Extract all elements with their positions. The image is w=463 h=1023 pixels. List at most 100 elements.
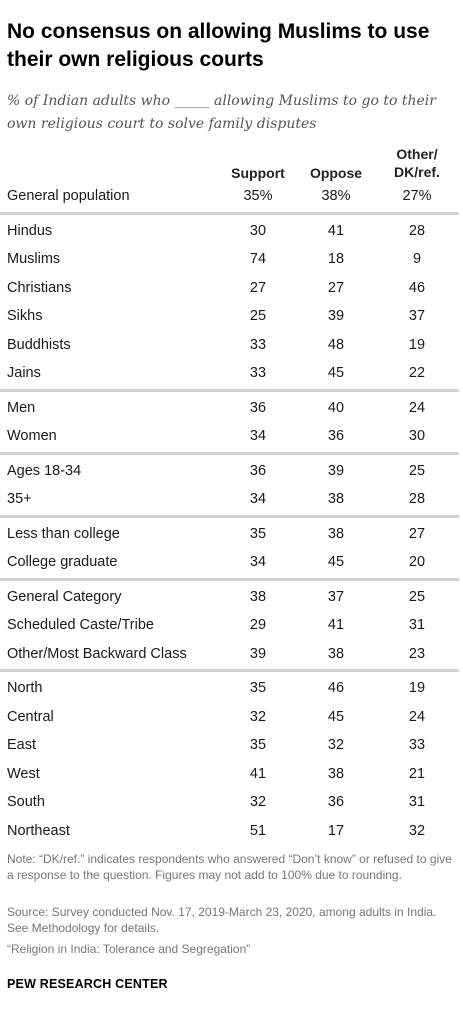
row-label: Hindus [7,222,53,239]
other-value: 30 [408,428,426,444]
row-label: Other/Most Backward Class [7,645,187,662]
table-row: Christians 27 27 46 [0,274,463,302]
oppose-value: 40 [327,399,345,416]
support-value: 39 [249,645,267,662]
table-row: Central 32 45 24 [0,703,463,731]
other-value: 24 [408,708,426,725]
oppose-value: 45 [327,365,345,381]
row-label: Jains [7,365,41,381]
group-divider [0,577,459,581]
table-row: Jains 33 45 22 [0,359,463,387]
row-label: West [7,765,40,782]
table-row: Hindus 30 41 28 [0,217,463,245]
row-label: Northeast [7,822,70,839]
support-value: 41 [249,765,267,782]
other-value: 27% [402,188,432,204]
table-row: Buddhists 33 48 19 [0,331,463,359]
other-value: 20 [408,554,426,570]
table-row: East 35 32 33 [0,731,463,759]
table-row: Ages 18-34 36 39 25 [0,457,463,485]
oppose-value: 39 [327,462,345,479]
other-value: 9 [412,251,422,267]
table-row: 35+ 34 38 28 [0,485,463,513]
row-label: East [7,737,37,753]
oppose-value: 46 [327,680,345,696]
table-row: South 32 36 31 [0,788,463,816]
group-divider [0,669,459,672]
table-row: General population 35% 38% 27% [0,182,463,210]
oppose-value: 48 [327,336,345,353]
support-value: 32 [249,794,267,810]
support-value: 33 [249,365,267,381]
table-row: Sikhs 25 39 37 [0,302,463,330]
oppose-value: 36 [327,428,345,444]
oppose-value: 38% [321,188,351,204]
report-title: “Religion in India: Tolerance and Segreg… [7,942,251,956]
support-value: 32 [249,708,267,725]
source-text: Source: Survey conducted Nov. 17, 2019-M… [7,905,437,935]
row-label: Muslims [7,251,61,267]
other-value: 37 [408,308,426,324]
oppose-value: 41 [327,617,345,633]
note-text: Note: “DK/ref.” indicates respondents wh… [7,852,452,882]
support-value: 25 [249,308,267,324]
row-label: South [7,794,45,810]
row-label: Sikhs [7,308,43,324]
support-value: 27 [249,279,267,296]
support-value: 51 [249,822,267,839]
support-value: 34 [249,491,267,507]
table-row: Other/Most Backward Class 39 38 23 [0,640,463,668]
table-row: Less than college 35 38 27 [0,520,463,548]
support-value: 35 [249,737,267,753]
support-value: 34 [249,554,267,570]
column-header-other-line1: Other/ [396,146,438,162]
table-row: Northeast 51 17 32 [0,817,463,845]
group-divider [0,451,459,455]
row-label: Less than college [7,525,120,542]
support-value: 30 [249,222,267,239]
other-value: 28 [408,491,426,507]
other-value: 28 [408,222,426,239]
row-label: General population [7,188,130,204]
support-value: 35% [243,188,273,204]
other-value: 19 [408,336,426,353]
table-row: Scheduled Caste/Tribe 29 41 31 [0,611,463,639]
support-value: 33 [249,336,267,353]
row-label: Women [7,428,57,444]
row-label: Central [7,708,54,725]
oppose-value: 37 [327,588,345,605]
oppose-value: 38 [327,491,345,507]
chart-title: No consensus on allowing Muslims to use … [7,20,430,71]
row-label: 35+ [7,491,32,507]
oppose-value: 39 [327,308,345,324]
pew-research-credit: PEW RESEARCH CENTER [7,977,168,991]
other-value: 25 [408,462,426,479]
oppose-value: 32 [327,737,345,753]
other-value: 23 [408,645,426,662]
group-divider [0,388,459,392]
other-value: 19 [408,680,426,696]
other-value: 24 [408,399,426,416]
column-header-other-line2: DK/ref. [394,164,440,180]
row-label: Christians [7,279,72,296]
table-row: Men 36 40 24 [0,394,463,422]
support-value: 35 [249,680,267,696]
other-value: 21 [408,765,426,782]
oppose-value: 36 [327,794,345,810]
table-row: Muslims 74 18 9 [0,245,463,273]
row-label: Scheduled Caste/Tribe [7,617,154,633]
table-row: North 35 46 19 [0,674,463,702]
column-header-other: Other/ DK/ref. [371,145,463,181]
table-row: College graduate 34 45 20 [0,548,463,576]
support-value: 35 [249,525,267,542]
other-value: 33 [408,737,426,753]
oppose-value: 18 [327,251,345,267]
other-value: 31 [408,794,426,810]
row-label: College graduate [7,554,118,570]
row-label: Men [7,399,36,416]
other-value: 25 [408,588,426,605]
other-value: 32 [408,822,426,839]
table-row: General Category 38 37 25 [0,583,463,611]
oppose-value: 38 [327,525,345,542]
